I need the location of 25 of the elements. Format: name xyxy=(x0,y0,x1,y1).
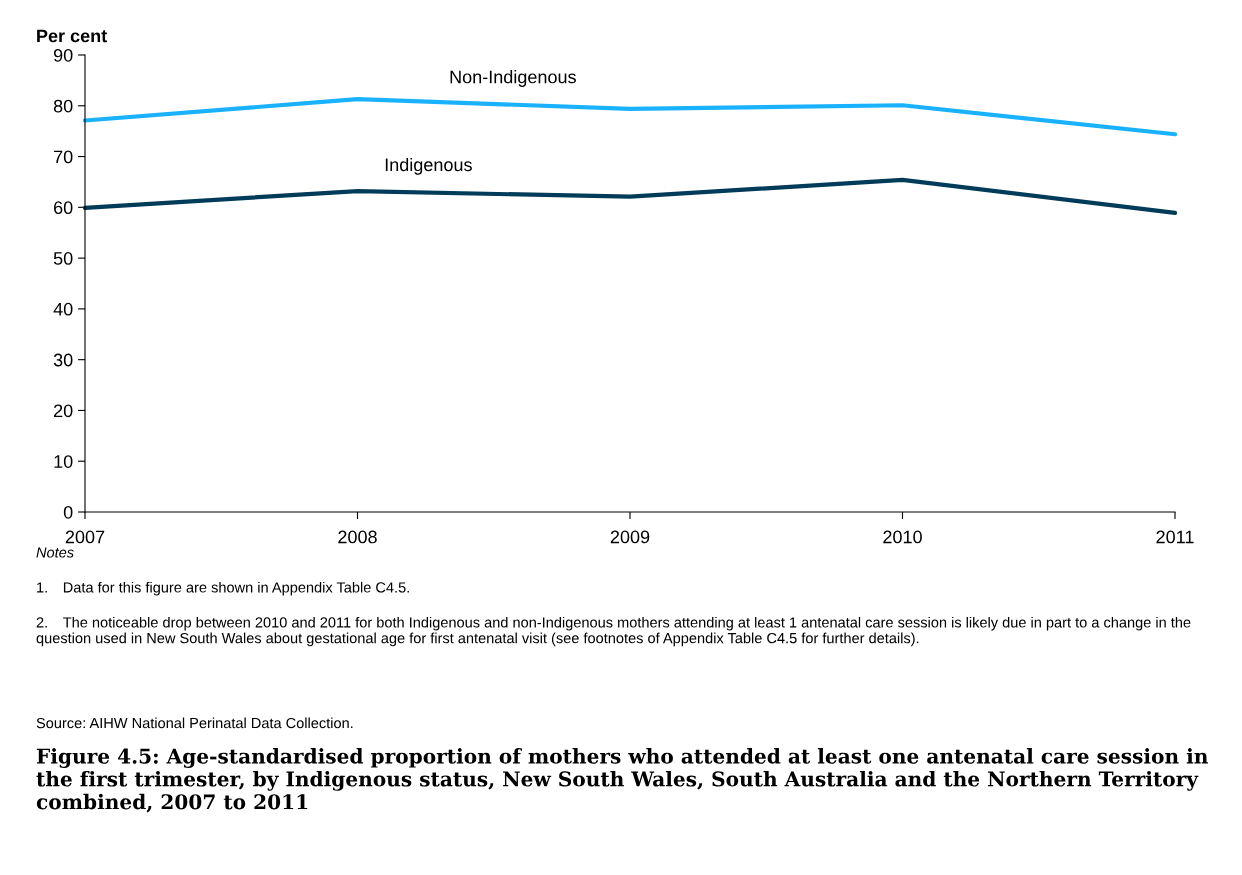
x-tick-label: 2007 xyxy=(65,530,105,544)
y-tick-label: 40 xyxy=(53,302,73,316)
y-tick-label: 50 xyxy=(53,252,73,265)
y-tick-label: 20 xyxy=(54,404,73,418)
y-tick-label: 60 xyxy=(54,201,73,215)
x-tick-label: 2009 xyxy=(610,530,650,544)
y-tick-label: 70 xyxy=(54,150,73,164)
x-tick-label: 2011 xyxy=(1156,530,1194,544)
text: Figure 4.5: Age-standardised proportion of mothers who attended at least one antenatal care session in the first trimester, by Indigenous status, New South Wales, South Australia and the Northern Territory combined, 2007 to 2011 xyxy=(36,748,1208,813)
y-axis-title: Per cent xyxy=(37,29,107,43)
line-series xyxy=(82,177,1178,216)
series-label: Non-Indigenous xyxy=(450,70,576,87)
text: 2. The noticeable drop between 2010 and 2011 for both Indigenous and non-Indigenous mothers attending at least 1 antenatal care session is likely due in part to a change in the question used in New South Wales about gestational age for first antenatal visit (see footnotes of Appendix Table C4.5 for further details). xyxy=(36,616,1191,647)
series-label: Indigenous xyxy=(385,157,472,175)
line-series xyxy=(82,97,1178,137)
text: Notes xyxy=(36,547,74,558)
y-tick-label: 0 xyxy=(63,505,73,519)
x-tick-label: 2010 xyxy=(883,530,922,544)
text: 1. Data for this figure are shown in Appendix Table C4.5. xyxy=(37,581,409,596)
y-tick-label: 80 xyxy=(53,99,73,113)
x-tick-label: 2008 xyxy=(338,530,377,544)
source-note: Source: AIHW National Perinatal Data Collection. xyxy=(36,717,353,729)
y-tick-label: 10 xyxy=(54,455,73,468)
y-tick-label: 30 xyxy=(53,353,73,367)
y-tick-label: 90 xyxy=(53,48,73,62)
